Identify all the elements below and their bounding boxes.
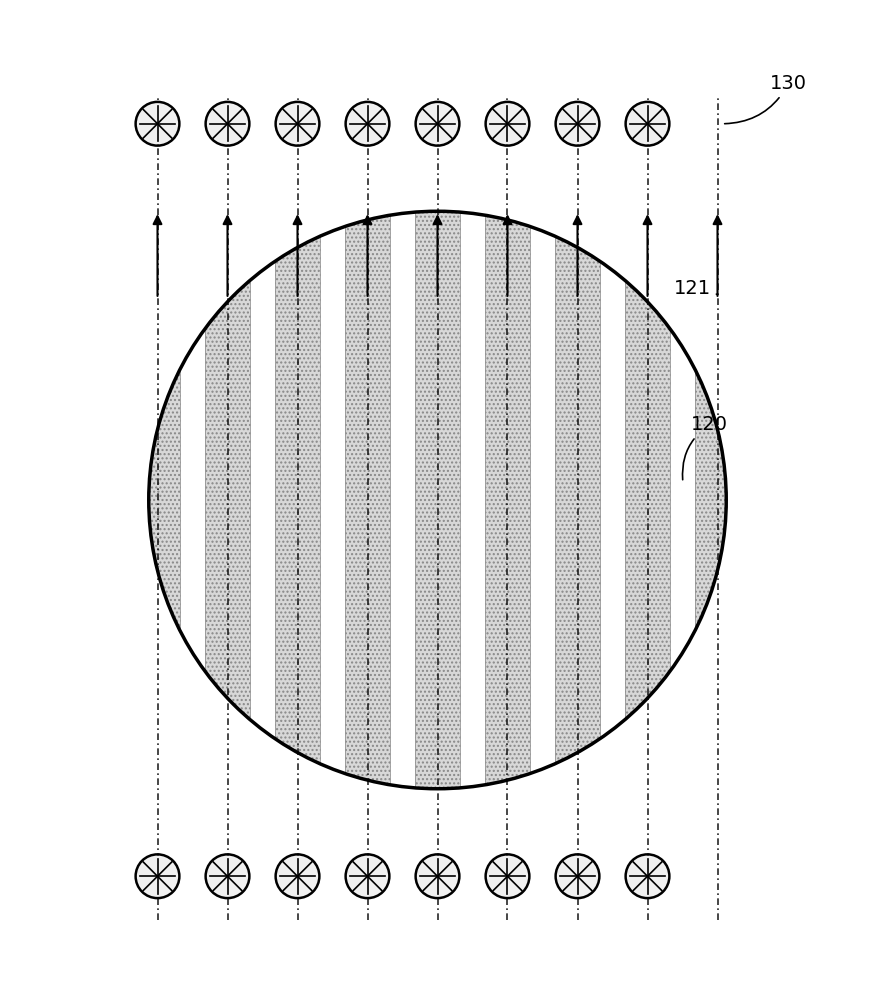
Circle shape bbox=[626, 103, 668, 145]
Bar bbox=[555, 202, 600, 798]
Bar bbox=[555, 202, 600, 798]
Bar bbox=[205, 202, 250, 798]
Circle shape bbox=[487, 855, 528, 897]
Bar bbox=[695, 202, 740, 798]
Bar bbox=[205, 202, 250, 798]
Text: 120: 120 bbox=[682, 415, 728, 480]
Bar bbox=[275, 202, 320, 798]
Circle shape bbox=[136, 103, 178, 145]
Bar bbox=[485, 202, 530, 798]
Text: 121: 121 bbox=[674, 279, 718, 298]
Text: 130: 130 bbox=[724, 74, 807, 124]
Circle shape bbox=[556, 855, 598, 897]
Bar bbox=[625, 202, 670, 798]
Circle shape bbox=[136, 855, 178, 897]
Circle shape bbox=[416, 855, 459, 897]
Bar bbox=[345, 202, 390, 798]
Circle shape bbox=[346, 855, 388, 897]
Bar bbox=[275, 202, 320, 798]
Circle shape bbox=[416, 103, 459, 145]
Circle shape bbox=[556, 103, 598, 145]
Circle shape bbox=[206, 855, 248, 897]
Bar bbox=[415, 202, 460, 798]
Bar bbox=[485, 202, 530, 798]
Bar bbox=[135, 202, 180, 798]
Bar bbox=[345, 202, 390, 798]
Bar bbox=[415, 202, 460, 798]
Bar bbox=[135, 202, 180, 798]
Circle shape bbox=[276, 855, 318, 897]
Circle shape bbox=[487, 103, 528, 145]
Circle shape bbox=[206, 103, 248, 145]
Bar bbox=[695, 202, 740, 798]
Circle shape bbox=[346, 103, 388, 145]
Circle shape bbox=[626, 855, 668, 897]
Bar bbox=[625, 202, 670, 798]
Circle shape bbox=[276, 103, 318, 145]
